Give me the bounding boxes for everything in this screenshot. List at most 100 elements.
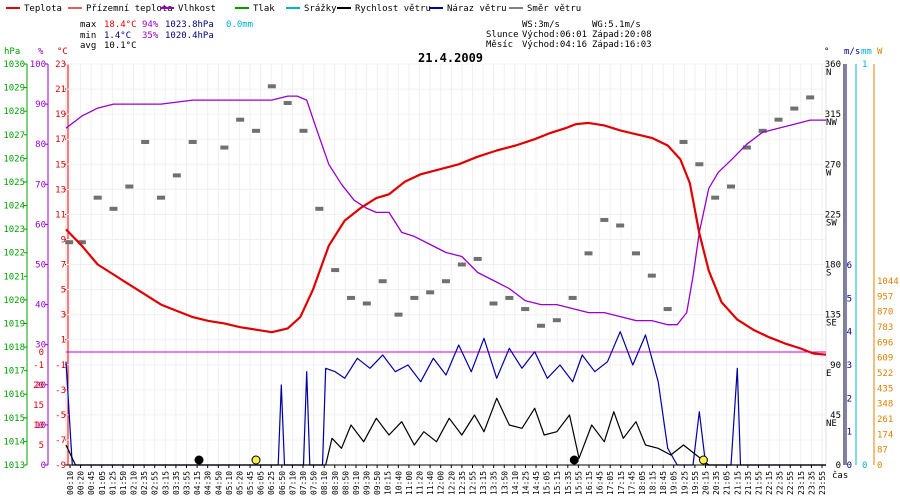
- temperature-axis-tick-label: -5: [55, 411, 66, 421]
- x-tick-label: 06:50: [278, 471, 287, 495]
- pressure-axis-tick-label: 1018: [3, 343, 25, 353]
- x-tick-label: 23:15: [797, 471, 806, 495]
- x-tick-label: 16:45: [596, 471, 605, 495]
- direction-point: [727, 184, 735, 189]
- sun-label: Slunce: [486, 30, 519, 40]
- direction-tick-label: 225: [825, 210, 841, 220]
- x-tick-label: 04:30: [204, 471, 213, 495]
- x-tick-label: 19:25: [680, 471, 689, 495]
- wind-summary-wg: WG:5.1m/s: [592, 20, 641, 30]
- x-tick-label: 04:15: [193, 471, 202, 495]
- direction-point: [711, 195, 720, 200]
- x-tick-label: 03:35: [172, 471, 181, 495]
- direction-point: [188, 139, 197, 144]
- stat-avg-temp: 10.1°C: [104, 41, 137, 51]
- direction-point: [489, 301, 498, 306]
- radiation-tick-label: 957: [877, 292, 893, 302]
- direction-point: [315, 206, 324, 211]
- direction-point: [647, 273, 656, 278]
- direction-point: [362, 301, 371, 306]
- pressure-axis-tick-label: 1027: [3, 131, 25, 141]
- direction-point: [442, 279, 450, 284]
- x-tick-label: 18:15: [649, 471, 658, 495]
- x-tick-label: 10:40: [394, 471, 403, 495]
- stat-max-temp: 18.4°C: [104, 20, 137, 30]
- x-tick-label: 16:15: [585, 471, 594, 495]
- humidity-axis-tick-label: 100: [30, 60, 46, 70]
- x-tick-label: 22:55: [786, 471, 795, 495]
- radiation-tick-label: 522: [877, 369, 893, 379]
- wind-tick-label: 2: [847, 394, 852, 404]
- pressure-axis-tick-label: 1025: [3, 178, 25, 188]
- temperature-axis-tick-label: 11: [55, 210, 66, 220]
- stat-max-hum: 94%: [142, 20, 159, 30]
- direction-tick-label: 135: [825, 311, 841, 321]
- moonrise-marker: [194, 455, 204, 465]
- direction-point: [347, 295, 355, 300]
- pressure-axis-tick-label: 1020: [3, 296, 25, 306]
- x-tick-label: 15:15: [553, 471, 562, 495]
- x-tick-label: 08:30: [331, 471, 340, 495]
- x-tick-label: 13:15: [479, 471, 488, 495]
- direction-point: [568, 295, 577, 300]
- pressure-axis-tick-label: 1028: [3, 107, 25, 117]
- stat-min-temp: 1.4°C: [104, 31, 131, 41]
- direction-point: [109, 206, 118, 211]
- temperature-axis-tick-label: 5: [61, 286, 66, 296]
- wind-tick-label: 0: [847, 461, 852, 471]
- direction-tick-label: 270: [825, 160, 841, 170]
- wind-axis-unit: m/s: [844, 47, 860, 57]
- temperature-axis-tick-label: 9: [61, 235, 66, 245]
- x-tick-label: 05:20: [235, 471, 244, 495]
- temperature-axis-tick-label: 17: [55, 135, 66, 145]
- direction-point: [220, 145, 229, 150]
- direction-letter: N: [826, 68, 831, 78]
- x-tick-label: 20:35: [712, 471, 721, 495]
- temperature-axis-tick-label: 23: [55, 60, 66, 70]
- direction-point: [600, 217, 609, 222]
- direction-point: [410, 295, 419, 300]
- direction-letter: W: [826, 168, 832, 178]
- legend: Teplota Přízemní teplota Vlhkost Tlak Srážky…: [6, 4, 581, 14]
- x-tick-label: 12:35: [458, 471, 467, 495]
- x-tick-label: 02:55: [151, 471, 160, 495]
- x-tick-label: 14:10: [511, 471, 520, 495]
- x-tick-label: 12:00: [437, 471, 446, 495]
- sunset-marker: [698, 455, 708, 465]
- x-tick-label: 00:10: [66, 471, 75, 495]
- direction-point: [758, 128, 767, 133]
- wind-tick-label: 4: [847, 328, 852, 338]
- x-tick-label: 05:45: [246, 471, 255, 495]
- legend-label-0: Teplota: [24, 4, 62, 14]
- x-tick-label: 03:15: [161, 471, 170, 495]
- legend-label-3: Tlak: [253, 4, 275, 14]
- stat-min-press: 1020.4hPa: [165, 31, 214, 41]
- temperature-axis-tick-label: -9: [55, 461, 66, 471]
- legend-label-1: Přízemní teplota: [86, 4, 173, 14]
- direction-point: [679, 139, 688, 144]
- radiation-tick-label: 261: [877, 415, 893, 425]
- legend-label-2: Vlhkost: [178, 4, 216, 14]
- x-tick-label: 21:35: [744, 471, 753, 495]
- moon-label: Měsíc: [486, 40, 513, 50]
- ground-temp-tick-label: 0: [39, 348, 44, 358]
- temperature-line: [65, 121, 827, 356]
- x-tick-label: 15:35: [564, 471, 573, 495]
- stat-avg-label: avg: [80, 41, 96, 51]
- x-tick-label: 01:25: [108, 471, 117, 495]
- x-tick-label: 20:15: [701, 471, 710, 495]
- direction-point: [742, 145, 751, 150]
- x-tick-label: 03:55: [183, 471, 192, 495]
- x-tick-label: 02:35: [140, 471, 149, 495]
- temperature-axis-tick-label: -1: [55, 361, 66, 371]
- direction-point: [93, 195, 102, 200]
- x-tick-label: 23:35: [807, 471, 816, 495]
- sun-set: Západ:20:08: [592, 30, 652, 40]
- direction-tick-label: 0: [836, 461, 841, 471]
- humidity-axis-tick-label: 30: [35, 341, 46, 351]
- direction-point: [236, 117, 245, 122]
- x-tick-label: 19:55: [691, 471, 700, 495]
- x-tick-label: 15:55: [574, 471, 583, 495]
- humidity-axis-tick-label: 40: [35, 301, 46, 311]
- wind-speed-line: [65, 397, 826, 466]
